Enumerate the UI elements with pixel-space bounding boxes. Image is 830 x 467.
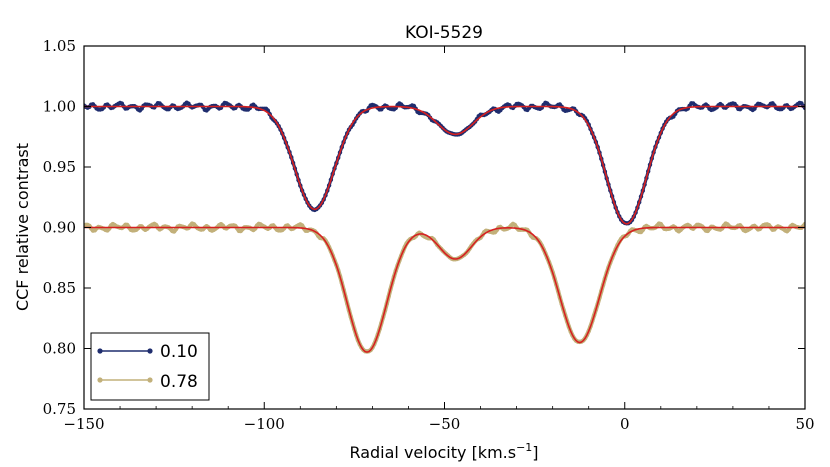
fit-line-1 bbox=[84, 226, 805, 353]
x-axis-label-main: Radial velocity [km.s bbox=[349, 443, 516, 462]
legend-label-series-1: 0.78 bbox=[160, 372, 198, 392]
series-line-1 bbox=[84, 221, 805, 354]
x-tick-label: −50 bbox=[429, 415, 461, 433]
series-line-0 bbox=[84, 101, 805, 225]
fit-line-0 bbox=[84, 105, 805, 225]
x-tick-label: −150 bbox=[63, 415, 104, 433]
x-axis-label-sup: −1 bbox=[516, 441, 532, 454]
series-markers-0 bbox=[84, 100, 805, 226]
x-tick-label: 50 bbox=[795, 415, 814, 433]
x-tick-label: 0 bbox=[620, 415, 630, 433]
y-tick-label: 0.95 bbox=[43, 158, 76, 176]
legend-marker-series-0b bbox=[147, 348, 153, 354]
y-tick-label: 0.90 bbox=[43, 219, 76, 237]
legend-marker-series-1b bbox=[147, 377, 153, 383]
x-axis-label: Radial velocity [km.s−1] bbox=[349, 441, 538, 462]
axis-ticks: −150 −100 −50 0 50 0.75 0.80 0.85 0.90 0.95 1.00 1.… bbox=[43, 37, 815, 433]
x-axis-label-end: ] bbox=[532, 443, 538, 462]
legend-box bbox=[90, 332, 210, 401]
series-group bbox=[84, 100, 805, 354]
legend-marker-series-0 bbox=[97, 348, 103, 354]
y-tick-label: 1.00 bbox=[43, 98, 76, 116]
y-tick-label: 1.05 bbox=[43, 37, 76, 55]
y-tick-label: 0.85 bbox=[43, 279, 76, 297]
y-tick-label: 0.80 bbox=[43, 340, 76, 358]
legend-label-series-0: 0.10 bbox=[160, 342, 198, 362]
legend: 0.10 0.78 bbox=[90, 332, 210, 401]
plot-area bbox=[84, 100, 805, 354]
legend-marker-series-1 bbox=[97, 377, 103, 383]
chart-title: KOI-5529 bbox=[405, 23, 483, 43]
x-tick-label: −100 bbox=[244, 415, 285, 433]
y-tick-label: 0.75 bbox=[43, 400, 76, 418]
y-axis-label: CCF relative contrast bbox=[13, 143, 32, 311]
